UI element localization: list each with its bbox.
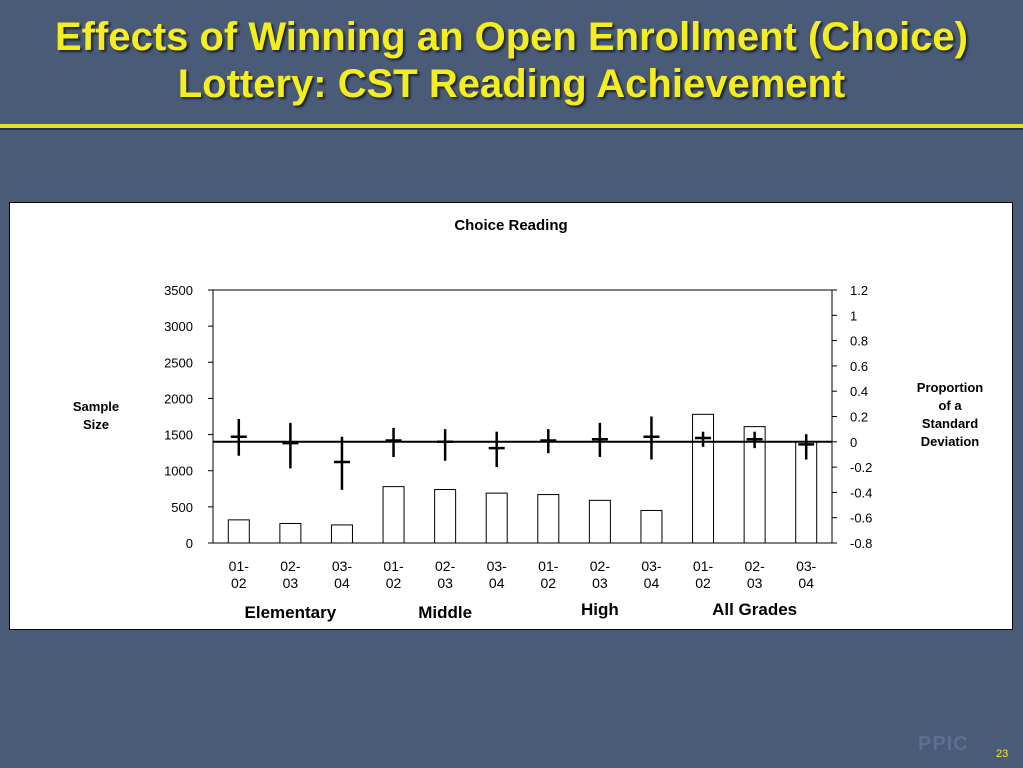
category-label-bottom: 03 <box>437 575 453 591</box>
group-label: Elementary <box>245 603 337 622</box>
left-axis-tick-label: 0 <box>186 536 193 551</box>
sample-size-bar <box>382 486 405 544</box>
category-label-top: 03- <box>641 558 662 574</box>
right-axis-title-line: of a <box>938 398 962 413</box>
category-label-bottom: 04 <box>334 575 350 591</box>
choice-reading-chart: Choice Reading 0 500 1000 1500 2000 2500 3000 35… <box>73 217 983 622</box>
left-axis-title-line: Sample <box>73 399 119 414</box>
chart-panel: Choice Reading 0 500 1000 1500 2000 2500 3000 35… <box>9 202 1013 630</box>
left-axis-tick-label: 3000 <box>164 319 193 334</box>
left-axis-title-line: Size <box>83 417 109 432</box>
right-axis-tick-label: -0.4 <box>850 485 872 500</box>
group-label: Middle <box>418 603 472 622</box>
right-axis-tick-label: -0.2 <box>850 460 872 475</box>
category-label-top: 03- <box>332 558 353 574</box>
slide-title-line-1: Effects of Winning an Open Enrollment (C… <box>55 15 968 59</box>
sample-size-bar <box>743 426 766 544</box>
sample-size-bar <box>227 519 250 544</box>
left-axis-tick-label: 1500 <box>164 428 193 443</box>
slide-title-line-2: Lottery: CST Reading Achievement <box>177 62 846 106</box>
title-rule <box>0 124 1023 128</box>
sample-size-bar <box>330 524 353 544</box>
right-axis-title-line: Standard <box>922 416 978 431</box>
sample-size-bar <box>692 413 715 544</box>
right-axis-tick-label: 1 <box>850 308 857 323</box>
right-axis-tick-label: -0.8 <box>850 536 872 551</box>
left-axis-tick-label: 1000 <box>164 464 193 479</box>
category-label-top: 02- <box>590 558 611 574</box>
right-axis-tick-label: 0.6 <box>850 359 868 374</box>
sample-size-bar <box>588 499 611 544</box>
category-label-top: 02- <box>435 558 456 574</box>
sample-size-bar <box>640 509 663 544</box>
right-axis-tick-label: -0.6 <box>850 511 872 526</box>
sample-size-bar <box>537 494 560 544</box>
sample-size-bar <box>485 492 508 544</box>
category-label-bottom: 03 <box>747 575 763 591</box>
category-label-top: 02- <box>745 558 766 574</box>
category-label-bottom: 03 <box>283 575 299 591</box>
category-label-bottom: 02 <box>541 575 557 591</box>
category-label-top: 01- <box>538 558 559 574</box>
category-label-bottom: 02 <box>695 575 711 591</box>
right-axis-tick-label: 1.2 <box>850 283 868 298</box>
title-rule-shadow <box>0 128 1023 130</box>
chart-title: Choice Reading <box>454 217 567 234</box>
right-axis-title-line: Deviation <box>921 434 980 449</box>
right-axis-tick-label: 0 <box>850 435 857 450</box>
page-number: 23 <box>996 748 1009 760</box>
category-label-top: 03- <box>796 558 817 574</box>
category-label-top: 03- <box>487 558 508 574</box>
slide-title: Effects of Winning an Open Enrollment (C… <box>0 14 1023 108</box>
sample-size-bar <box>279 522 302 544</box>
category-label-bottom: 04 <box>489 575 505 591</box>
group-label: All Grades <box>712 600 797 619</box>
left-axis-tick-label: 2000 <box>164 391 193 406</box>
right-axis-title-line: Proportion <box>917 380 983 395</box>
left-axis-tick-label: 2500 <box>164 355 193 370</box>
sample-size-bar <box>434 489 457 544</box>
plot-area-frame <box>212 289 833 544</box>
left-axis-tick-label: 500 <box>171 500 193 515</box>
right-axis-tick-label: 0.2 <box>850 410 868 425</box>
category-label-bottom: 02 <box>231 575 247 591</box>
category-label-top: 01- <box>383 558 404 574</box>
category-label-bottom: 02 <box>386 575 402 591</box>
category-label-bottom: 04 <box>644 575 660 591</box>
group-label: High <box>581 600 619 619</box>
right-axis-tick-label: 0.8 <box>850 334 868 349</box>
left-axis-tick-label: 3500 <box>164 283 193 298</box>
category-label-bottom: 03 <box>592 575 608 591</box>
ppic-logo: PPIC <box>918 733 969 755</box>
category-label-top: 02- <box>280 558 301 574</box>
category-label-bottom: 04 <box>798 575 814 591</box>
category-label-top: 01- <box>229 558 250 574</box>
category-label-top: 01- <box>693 558 714 574</box>
right-axis-tick-label: 0.4 <box>850 384 868 399</box>
